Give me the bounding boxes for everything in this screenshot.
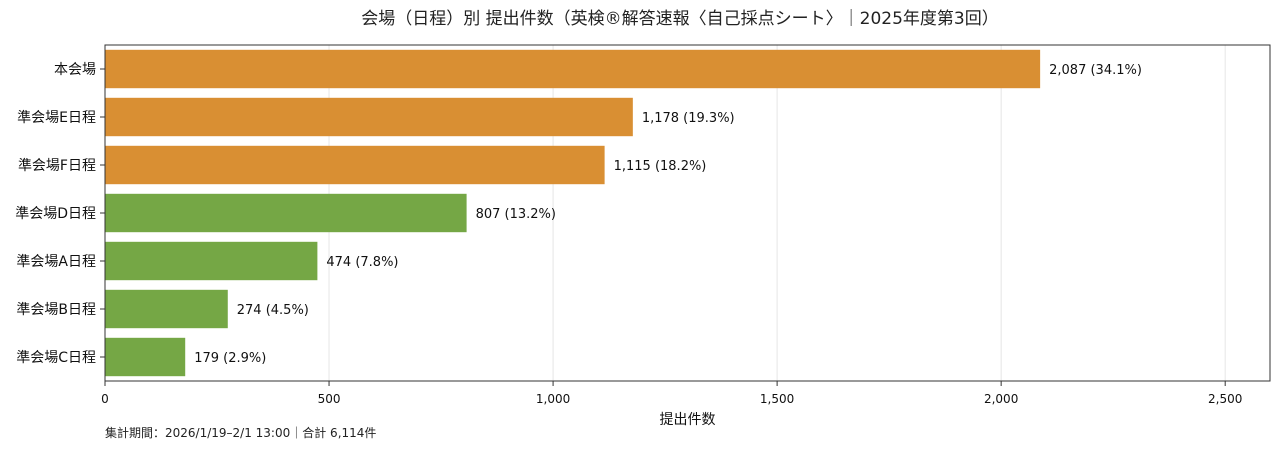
x-tick-label: 500 — [318, 392, 341, 406]
bar — [105, 337, 186, 377]
x-tick-label: 1,000 — [536, 392, 570, 406]
x-axis-title: 提出件数 — [660, 412, 716, 428]
category-label: 準会場B日程 — [16, 302, 96, 318]
data-label: 179 (2.9%) — [194, 351, 266, 366]
data-label: 1,115 (18.2%) — [614, 159, 707, 174]
data-label: 1,178 (19.3%) — [642, 111, 735, 126]
data-labels: 2,087 (34.1%) 1,178 (19.3%) 1,115 (18.2%) 8… — [194, 63, 1142, 366]
category-label: 準会場A日程 — [16, 254, 96, 270]
bar — [105, 49, 1041, 89]
bar — [105, 97, 633, 137]
category-label: 準会場C日程 — [16, 350, 96, 366]
footnote: 集計期間：2026/1/19–2/1 13:00｜合計 6,114件 — [105, 425, 376, 440]
data-label: 2,087 (34.1%) — [1049, 63, 1142, 78]
bars — [105, 49, 1041, 377]
x-tick-label: 1,500 — [760, 392, 794, 406]
x-tick-label: 2,500 — [1208, 392, 1242, 406]
category-label: 準会場E日程 — [17, 110, 96, 126]
bar — [105, 193, 467, 233]
category-label: 本会場 — [54, 62, 96, 78]
data-label: 274 (4.5%) — [237, 303, 309, 318]
data-label: 474 (7.8%) — [326, 255, 398, 270]
bar — [105, 145, 605, 185]
bar — [105, 289, 228, 329]
bar — [105, 241, 318, 281]
category-label: 準会場F日程 — [18, 158, 96, 174]
chart-title: 会場（日程）別 提出件数（英検®解答速報〈自己採点シート〉｜2025年度第3回） — [361, 9, 998, 29]
x-tick-label: 0 — [101, 392, 109, 406]
plot-frame — [104, 44, 1271, 382]
data-label: 807 (13.2%) — [476, 207, 556, 222]
x-tick-label: 2,000 — [984, 392, 1018, 406]
x-tick-labels: 0 500 1,000 1,500 2,000 2,500 — [101, 381, 1242, 406]
category-label: 準会場D日程 — [15, 206, 96, 222]
